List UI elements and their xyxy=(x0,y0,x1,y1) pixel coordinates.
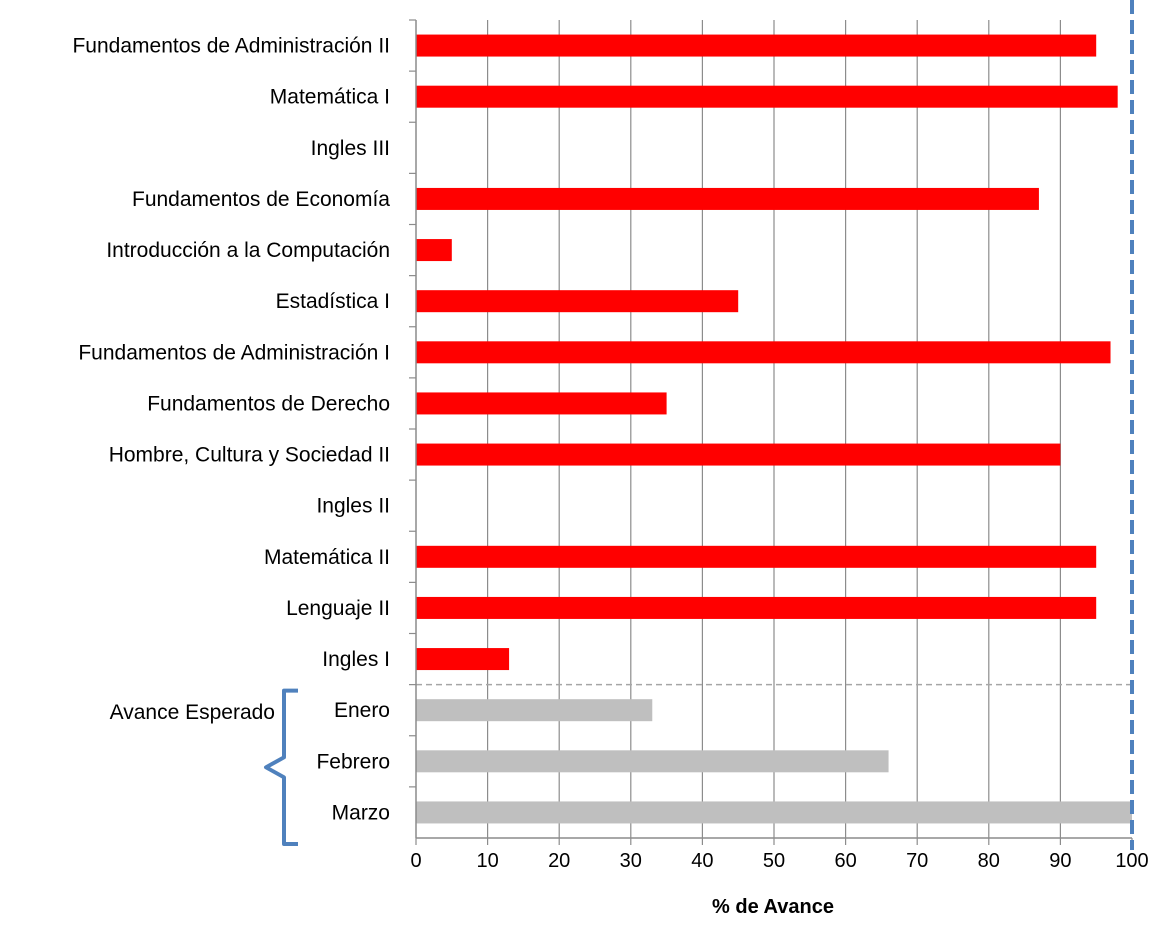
x-tick-label-60: 60 xyxy=(834,850,856,872)
bar-3 xyxy=(416,187,1039,210)
x-tick-label-100: 100 xyxy=(1115,850,1148,872)
category-label-8: Hombre, Cultura y Sociedad II xyxy=(109,444,390,467)
bar-15 xyxy=(416,801,1132,824)
category-label-11: Lenguaje II xyxy=(286,597,390,620)
category-label-14: Febrero xyxy=(316,750,390,773)
category-label-10: Matemática II xyxy=(264,546,390,569)
category-label-1: Matemática I xyxy=(270,86,390,109)
bar-10 xyxy=(416,545,1097,568)
axis-layer xyxy=(264,0,1134,850)
grid-layer xyxy=(416,20,1132,838)
x-tick-label-80: 80 xyxy=(978,850,1000,872)
category-label-4: Introducción a la Computación xyxy=(106,239,390,262)
bar-12 xyxy=(416,648,510,671)
category-label-12: Ingles I xyxy=(322,648,390,671)
expected-progress-group-label: Avance Esperado xyxy=(110,701,275,724)
category-label-9: Ingles II xyxy=(316,495,390,518)
x-tick-label-10: 10 xyxy=(476,850,498,872)
bar-layer xyxy=(416,34,1132,824)
x-tick-label-90: 90 xyxy=(1049,850,1071,872)
label-layer: 0 10 20 30 40 50 60 70 80 90 100 Fundamentos de Adm… xyxy=(72,35,1148,872)
x-tick-label-40: 40 xyxy=(691,850,713,872)
bar-13 xyxy=(416,699,653,722)
expected-progress-bracket xyxy=(264,688,298,846)
x-tick-label-0: 0 xyxy=(410,850,421,872)
category-label-5: Estadística I xyxy=(276,290,390,313)
category-label-15: Marzo xyxy=(332,801,390,824)
bar-0 xyxy=(416,34,1097,57)
x-tick-label-30: 30 xyxy=(620,850,642,872)
x-tick-label-20: 20 xyxy=(548,850,570,872)
category-label-3: Fundamentos de Economía xyxy=(132,188,390,211)
bar-8 xyxy=(416,443,1061,466)
bar-11 xyxy=(416,596,1097,619)
category-label-7: Fundamentos de Derecho xyxy=(147,392,390,415)
x-tick-label-50: 50 xyxy=(763,850,785,872)
category-label-6: Fundamentos de Administración I xyxy=(78,341,390,364)
category-label-2: Ingles III xyxy=(311,137,390,160)
bar-4 xyxy=(416,239,452,262)
category-label-13: Enero xyxy=(334,699,390,722)
x-tick-label-70: 70 xyxy=(906,850,928,872)
x-axis-title: % de Avance xyxy=(712,896,834,918)
bar-6 xyxy=(416,341,1111,364)
category-label-0: Fundamentos de Administración II xyxy=(72,35,390,58)
bar-1 xyxy=(416,85,1118,108)
bar-5 xyxy=(416,290,739,313)
bar-14 xyxy=(416,750,889,773)
bar-7 xyxy=(416,392,667,415)
